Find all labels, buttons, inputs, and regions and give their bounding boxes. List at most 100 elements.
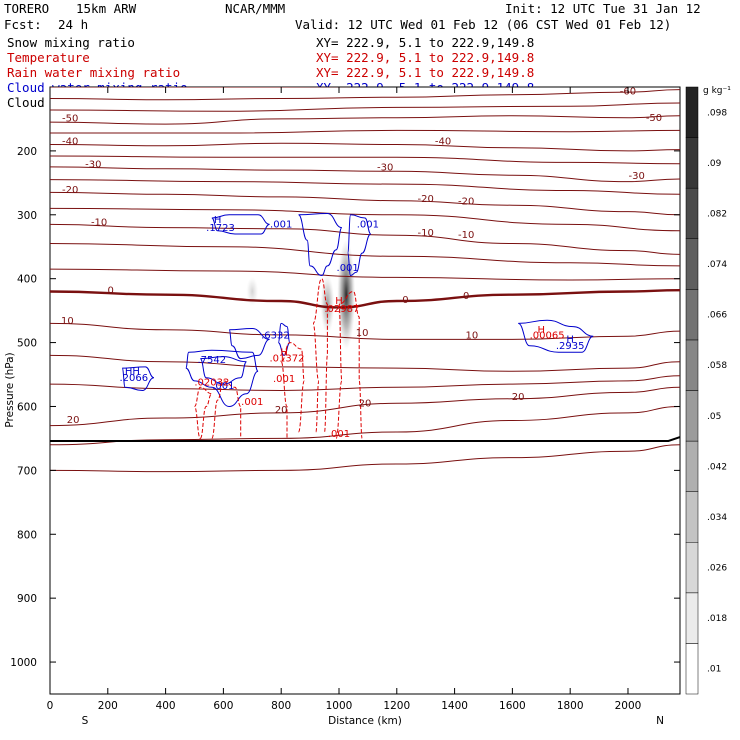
x-axis-label: Distance (km) [328,715,402,727]
cloud-water-contour [211,214,270,235]
rain-label: H [335,296,343,307]
colorbar-cell [685,491,699,543]
temp-label: -20 [418,194,434,205]
south-end-label: S [82,715,89,727]
contour-labels: -60-50 -50-40 -40-30 -30-30-20-20 -20-10-10-… [61,87,662,440]
cloud-water-contour [228,327,270,360]
rain-label: .001 [328,429,350,440]
plot-frame [49,86,681,695]
x-tick-label: 1200 [383,700,410,712]
colorbar-cell [685,440,699,492]
colorbar-cell [685,339,699,391]
cloud-water-contour [199,356,247,385]
x-tick-label: 0 [47,700,54,712]
x-tick-label: 1000 [326,700,353,712]
temp-label: 20 [275,405,288,416]
temp-contour-line [50,179,680,195]
temp-label: -50 [62,114,78,125]
colorbar-tick-label: .034 [707,513,727,523]
cloud-water-contour [121,366,155,392]
temp-label: -10 [418,228,434,239]
temp-label: 10 [466,331,479,342]
temp-label: -20 [62,185,78,196]
cloud-water-contour [277,322,291,356]
temp-label: 0 [402,295,408,306]
temp-contour-line [50,406,680,446]
colorbar-tick-label: .082 [707,209,727,219]
y-tick-label: 800 [17,529,37,541]
colorbar-tick-label: .042 [707,462,727,472]
cloud-water-label: .001 [337,263,359,274]
cloud-water-label: H [566,335,574,346]
temp-label: -30 [85,160,101,171]
field-xy: XY= 222.9, 5.1 to 222.9,149.8 [316,65,534,80]
temp-label: 0 [463,291,469,302]
cloud-water-label: .7542 [198,355,227,366]
temp-label: -30 [377,163,393,174]
temp-contour-line [50,444,680,473]
colorbar-tick-label: .098 [707,108,727,118]
cloud-water-label: .1723 [206,223,235,234]
x-tick-label: 2000 [615,700,642,712]
colorbar-cell [685,187,699,240]
y-tick-label: 1000 [10,657,37,669]
colorbar-tick-label: .058 [707,361,727,371]
temp-label: 20 [67,415,80,426]
cloud-water-label: .6332 [261,331,290,342]
temp-contour-line [50,115,680,125]
rain-label: .01372 [269,354,304,365]
cloud-water-contour [517,319,594,353]
rain-water-contours [194,278,363,439]
cloud-water-contours [121,212,594,408]
colorbar-tick-label: .066 [707,311,727,321]
colorbar-cell [685,390,699,442]
snow-faint-blob [246,276,259,307]
colorbar-tick-label: .018 [707,614,727,624]
terrain-line [50,436,681,442]
cloud-water-label: .2066 [119,373,148,384]
y-tick-label: 900 [17,593,37,605]
temp-contour-line [50,386,680,427]
temp-label: -10 [91,218,107,229]
rain-label: .02032 [194,377,229,388]
forecast-value: 24 h [58,17,88,32]
temp-contour-line [50,191,680,216]
colorbar: g kg⁻¹ .01 .018 .026 .034 .042 .05 .058 .066 .07… [685,86,731,695]
temp-label: 10 [61,316,74,327]
temp-label: 20 [512,392,525,403]
field-name: Temperature [7,50,90,65]
temp-contour-line [50,322,680,340]
rain-label: .02987 [324,304,359,315]
temp-contour-line [50,354,680,372]
temp-contour-line [50,207,680,232]
colorbar-tick-label: .074 [707,260,727,270]
forecast-label: Fcst: [4,17,42,32]
rain-water-contour [211,380,242,439]
cloud-water-label: HH [125,367,140,378]
temp-contour-line [50,375,680,392]
field-xy: XY= 222.9, 5.1 to 222.9,149.8 [316,50,534,65]
colorbar-tick-label: .01 [707,665,721,675]
temp-label: 0 [108,285,114,296]
cloud-water-label: H [214,215,222,226]
temp-contour-line [50,155,680,165]
temp-contour-line [50,129,680,134]
valid-time: Valid: 12 UTC Wed 01 Feb 12 (06 CST Wed … [295,17,671,32]
snow-max-blob [337,239,356,350]
x-tick-label: 600 [213,700,233,712]
rain-label: .001 [273,374,295,385]
field-name: Rain water mixing ratio [7,65,180,80]
colorbar-cell [685,289,699,341]
field-name: Snow mixing ratio [7,35,135,50]
temp-contour-line [50,89,680,101]
temp-contour-line [50,223,680,255]
model-resolution: 15km ARW [76,1,137,16]
temp-label: -40 [435,137,451,148]
colorbar-cell [685,238,699,290]
y-tick-label: 400 [17,274,37,286]
header: TORERO 15km ARW NCAR/MMM Init: 12 UTC Tu… [4,1,701,32]
temp-label: -40 [62,137,78,148]
rain-water-contour [280,342,305,439]
rain-water-contour [194,386,213,439]
